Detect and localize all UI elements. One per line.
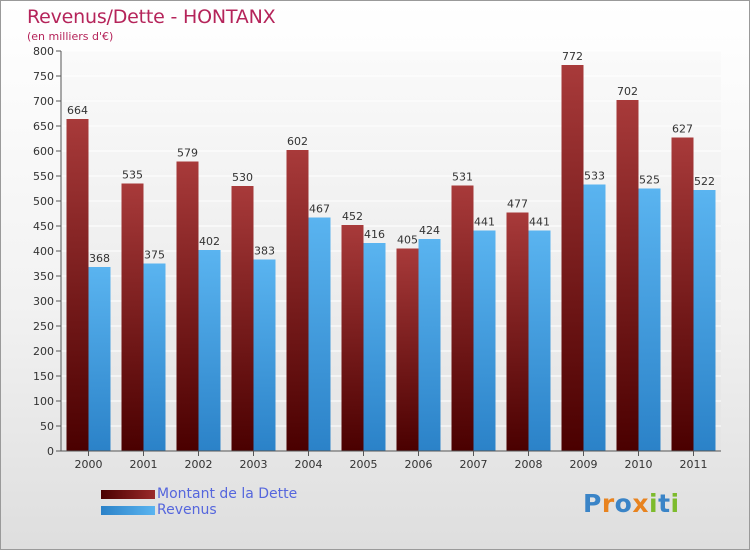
proxiti-logo[interactable]: Proxiti bbox=[583, 489, 680, 518]
y-tick-label: 550 bbox=[33, 170, 54, 183]
bar-revenus bbox=[253, 259, 276, 451]
x-tick-label: 2008 bbox=[515, 458, 543, 471]
y-tick-label: 350 bbox=[33, 270, 54, 283]
bar-revenus bbox=[583, 184, 606, 451]
logo-letter: o bbox=[614, 489, 633, 518]
legend-swatch-revenus bbox=[101, 506, 155, 515]
x-tick-label: 2001 bbox=[130, 458, 158, 471]
chart-title: Revenus/Dette - HONTANX bbox=[27, 6, 276, 28]
legend-label-debt: Montant de la Dette bbox=[157, 486, 298, 502]
bar-revenus bbox=[473, 230, 496, 451]
bars bbox=[66, 65, 716, 451]
x-axis: 2000 2001 2002 2003 2004 2005 2006 2007 2008 2009… bbox=[61, 450, 721, 471]
data-label-revenus: 416 bbox=[364, 228, 385, 241]
data-label-debt: 405 bbox=[397, 234, 418, 247]
bar-debt bbox=[286, 150, 309, 451]
y-tick-label: 700 bbox=[33, 95, 54, 108]
bar-debt bbox=[231, 186, 254, 451]
data-label-revenus: 441 bbox=[474, 216, 495, 229]
bar-debt bbox=[506, 212, 529, 451]
bar-debt bbox=[176, 161, 199, 451]
x-tick-label: 2010 bbox=[625, 458, 653, 471]
data-label-revenus: 525 bbox=[639, 174, 660, 187]
bar-debt bbox=[561, 65, 584, 451]
y-tick-label: 600 bbox=[33, 145, 54, 158]
bar-debt bbox=[396, 248, 419, 451]
data-label-debt: 702 bbox=[617, 85, 638, 98]
x-tick-label: 2007 bbox=[460, 458, 488, 471]
y-tick-label: 500 bbox=[33, 195, 54, 208]
bar-revenus bbox=[88, 267, 111, 451]
data-label-debt: 452 bbox=[342, 210, 363, 223]
data-label-revenus: 368 bbox=[89, 252, 110, 265]
y-tick-label: 800 bbox=[33, 45, 54, 58]
x-tick-label: 2002 bbox=[185, 458, 213, 471]
logo-letter: P bbox=[583, 489, 602, 518]
x-tick-label: 2011 bbox=[680, 458, 708, 471]
logo-letter: r bbox=[601, 489, 615, 518]
data-label-debt: 772 bbox=[562, 50, 583, 63]
y-tick-label: 0 bbox=[47, 445, 54, 458]
data-label-debt: 535 bbox=[122, 169, 143, 182]
logo-letter: i bbox=[649, 489, 659, 518]
data-label-debt: 579 bbox=[177, 147, 198, 160]
bar-revenus bbox=[638, 188, 661, 451]
y-tick-label: 650 bbox=[33, 120, 54, 133]
bar-revenus bbox=[143, 263, 166, 451]
y-tick-label: 200 bbox=[33, 345, 54, 358]
x-tick-label: 2006 bbox=[405, 458, 433, 471]
y-tick-label: 100 bbox=[33, 395, 54, 408]
y-tick-label: 450 bbox=[33, 220, 54, 233]
data-label-debt: 602 bbox=[287, 135, 308, 148]
x-tick-label: 2009 bbox=[570, 458, 598, 471]
bar-revenus bbox=[693, 190, 716, 451]
data-label-debt: 627 bbox=[672, 123, 693, 136]
data-label-revenus: 402 bbox=[199, 235, 220, 248]
legend-swatch-debt bbox=[101, 490, 155, 499]
y-tick-label: 250 bbox=[33, 320, 54, 333]
data-label-revenus: 533 bbox=[584, 170, 605, 183]
data-label-debt: 531 bbox=[452, 171, 473, 184]
bar-debt bbox=[341, 225, 364, 451]
grid-lines bbox=[61, 50, 721, 452]
data-label-revenus: 467 bbox=[309, 203, 330, 216]
y-tick-label: 50 bbox=[40, 420, 54, 433]
data-label-debt: 530 bbox=[232, 171, 253, 184]
x-tick-label: 2004 bbox=[295, 458, 323, 471]
x-tick-label: 2000 bbox=[75, 458, 103, 471]
bar-debt bbox=[616, 100, 639, 451]
y-axis: 0 50 100 150 200 250 300 350 400 450 500 550 600 650 7… bbox=[33, 45, 62, 458]
y-tick-label: 300 bbox=[33, 295, 54, 308]
y-tick-label: 400 bbox=[33, 245, 54, 258]
data-label-debt: 477 bbox=[507, 198, 528, 211]
data-label-debt: 664 bbox=[67, 104, 88, 117]
data-label-revenus: 375 bbox=[144, 249, 165, 262]
bar-revenus bbox=[418, 239, 441, 451]
bar-revenus bbox=[528, 230, 551, 451]
legend-label-revenus: Revenus bbox=[157, 502, 217, 518]
x-tick-label: 2003 bbox=[240, 458, 268, 471]
bar-debt bbox=[121, 183, 144, 451]
chart-subtitle: (en milliers d'€) bbox=[27, 30, 114, 43]
bar-revenus bbox=[363, 243, 386, 451]
bar-debt bbox=[671, 137, 694, 451]
y-tick-label: 750 bbox=[33, 70, 54, 83]
data-label-revenus: 441 bbox=[529, 216, 550, 229]
bar-debt bbox=[451, 185, 474, 451]
logo-letter: i bbox=[670, 489, 680, 518]
bar-debt bbox=[66, 119, 89, 451]
data-label-revenus: 522 bbox=[694, 175, 715, 188]
logo-letter: x bbox=[632, 489, 649, 518]
bar-revenus bbox=[198, 250, 221, 451]
bar-revenus bbox=[308, 217, 331, 451]
data-label-revenus: 424 bbox=[419, 224, 440, 237]
logo-letter: t bbox=[658, 489, 671, 518]
y-tick-label: 150 bbox=[33, 370, 54, 383]
x-tick-label: 2005 bbox=[350, 458, 378, 471]
data-label-revenus: 383 bbox=[254, 245, 275, 258]
